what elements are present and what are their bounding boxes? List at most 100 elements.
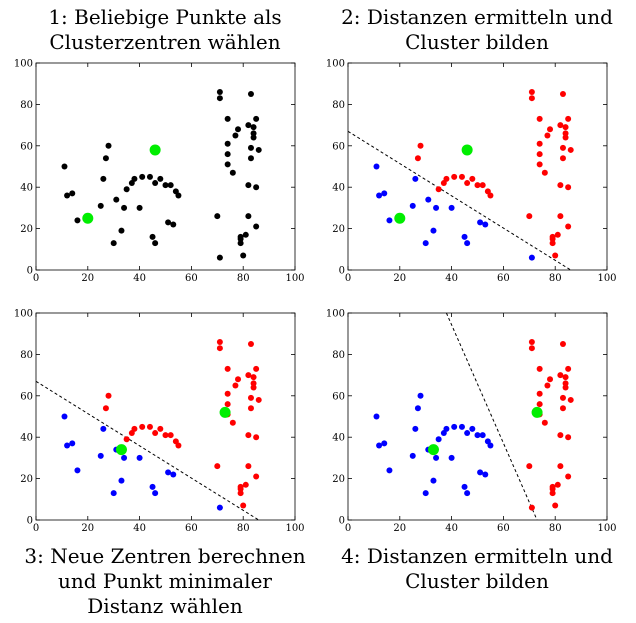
data-point	[64, 442, 71, 449]
data-point	[224, 161, 231, 168]
data-point	[229, 169, 236, 176]
data-point	[433, 454, 440, 461]
y-tick-label: 0	[27, 516, 33, 527]
data-point	[167, 182, 174, 189]
data-point	[565, 365, 572, 372]
panel-caption-line: 3: Neue Zentren berechnen	[24, 544, 305, 568]
data-point	[216, 504, 223, 511]
data-point	[547, 126, 554, 133]
data-point	[224, 115, 231, 122]
data-point	[474, 182, 481, 189]
data-point	[464, 180, 471, 187]
data-point	[123, 186, 130, 193]
data-point	[110, 240, 117, 247]
y-tick-label: 60	[332, 141, 345, 152]
x-tick-label: 100	[285, 523, 304, 534]
y-tick-label: 0	[339, 516, 345, 527]
data-point	[482, 471, 489, 478]
data-point	[121, 204, 128, 211]
data-point	[131, 175, 138, 182]
data-point	[253, 184, 260, 191]
centroid-point	[82, 212, 94, 224]
data-point	[557, 122, 564, 129]
y-tick-label: 60	[20, 141, 33, 152]
y-tick-label: 80	[332, 100, 345, 111]
data-point	[536, 161, 543, 168]
data-point	[547, 376, 554, 383]
centroid-point	[115, 444, 127, 456]
x-tick-label: 80	[549, 273, 562, 284]
x-tick-label: 60	[185, 273, 198, 284]
data-point	[237, 233, 244, 240]
data-point	[469, 425, 476, 432]
data-point	[61, 413, 68, 420]
y-tick-label: 20	[20, 224, 33, 235]
data-point	[74, 467, 81, 474]
data-point	[536, 401, 543, 408]
data-point	[562, 380, 569, 387]
data-point	[376, 442, 383, 449]
data-point	[253, 115, 260, 122]
data-point	[409, 202, 416, 209]
data-point	[149, 233, 156, 240]
y-tick-label: 80	[20, 350, 33, 361]
data-point	[559, 394, 566, 401]
data-point	[105, 392, 112, 399]
panel-caption-line: 1: Beliebige Punkte als	[48, 5, 281, 29]
data-point	[565, 184, 572, 191]
data-point	[139, 423, 146, 430]
y-tick-label: 100	[326, 59, 345, 70]
data-point	[240, 502, 247, 509]
data-point	[565, 223, 572, 230]
data-point	[469, 175, 476, 182]
data-point	[253, 223, 260, 230]
data-point	[152, 490, 159, 497]
data-point	[102, 405, 109, 412]
data-point	[247, 91, 254, 98]
data-point	[474, 432, 481, 439]
data-point	[152, 240, 159, 247]
data-point	[422, 490, 429, 497]
data-point	[232, 132, 239, 139]
data-point	[458, 173, 465, 180]
data-point	[162, 182, 169, 189]
data-point	[562, 130, 569, 137]
data-point	[487, 442, 494, 449]
data-point	[559, 341, 566, 348]
panel-caption-line: 2: Distanzen ermitteln und	[341, 5, 613, 29]
data-point	[247, 394, 254, 401]
y-tick-label: 100	[14, 59, 33, 70]
data-point	[250, 130, 257, 137]
data-point	[149, 483, 156, 490]
data-point	[255, 146, 262, 153]
data-point	[461, 233, 468, 240]
data-point	[152, 180, 159, 187]
data-point	[253, 434, 260, 441]
data-point	[214, 463, 221, 470]
data-point	[157, 425, 164, 432]
data-point	[412, 425, 419, 432]
data-point	[562, 374, 569, 381]
data-point	[414, 155, 421, 162]
data-point	[224, 365, 231, 372]
data-point	[536, 115, 543, 122]
plot-frame	[35, 62, 296, 271]
x-tick-label: 60	[185, 523, 198, 534]
data-point	[464, 490, 471, 497]
data-point	[240, 252, 247, 259]
data-point	[417, 142, 424, 149]
data-point	[235, 376, 242, 383]
x-tick-label: 20	[393, 523, 406, 534]
data-point	[373, 413, 380, 420]
data-point	[565, 473, 572, 480]
data-point	[146, 173, 153, 180]
data-point	[69, 440, 76, 447]
data-point	[242, 231, 249, 238]
data-point	[412, 175, 419, 182]
data-point	[528, 345, 535, 352]
x-tick-label: 20	[81, 273, 94, 284]
plot-frame	[35, 312, 296, 521]
y-tick-label: 80	[20, 100, 33, 111]
